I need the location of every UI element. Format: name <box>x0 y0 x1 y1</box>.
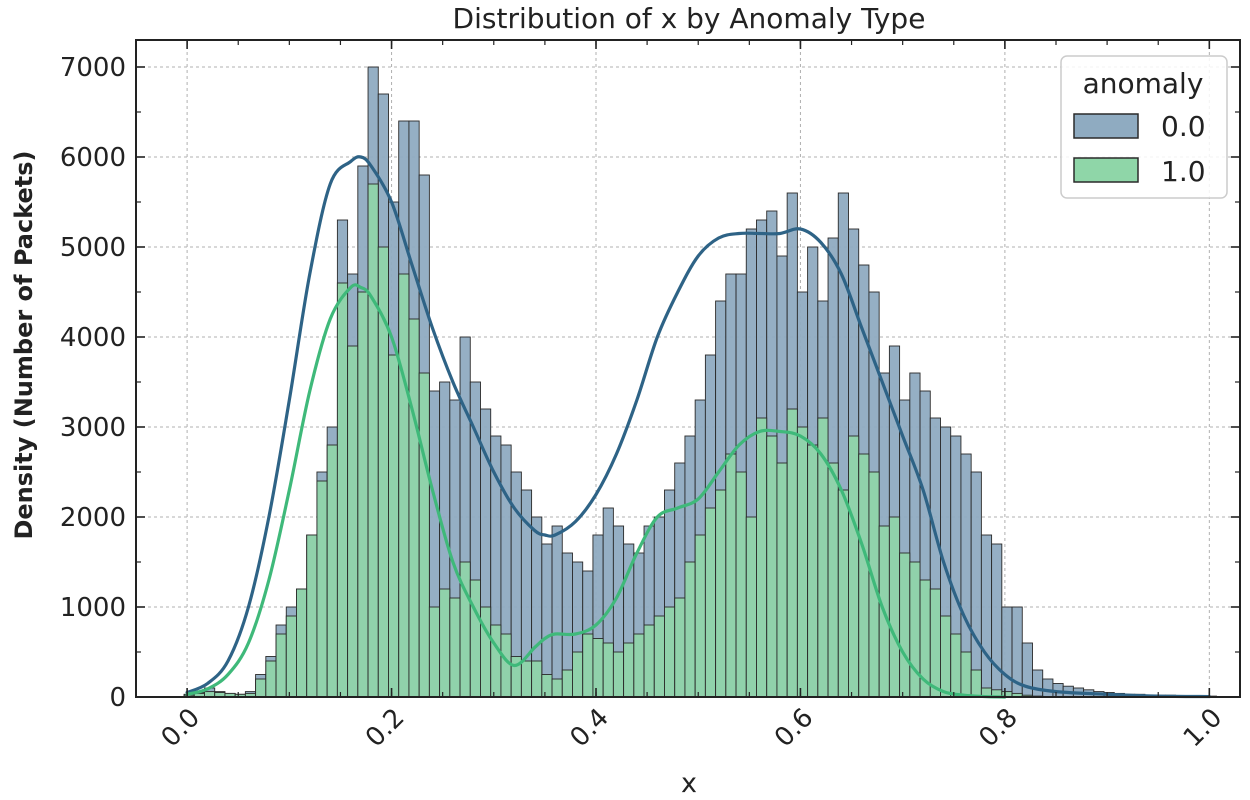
bar-series-1 <box>899 552 911 698</box>
bar-series-1 <box>633 633 645 698</box>
series-1-bars <box>183 183 1044 698</box>
bar-series-1 <box>735 471 747 698</box>
bar-series-0 <box>551 525 563 698</box>
y-tick-label: 5000 <box>60 233 126 263</box>
bar-series-1 <box>888 516 901 698</box>
bar-series-1 <box>551 678 563 698</box>
bar-series-1 <box>940 615 952 698</box>
bar-series-1 <box>316 480 328 698</box>
bar-series-1 <box>643 624 655 698</box>
bar-series-1 <box>766 435 778 698</box>
bar-series-1 <box>745 516 757 698</box>
bar-series-1 <box>439 588 451 698</box>
bar-series-1 <box>347 345 359 698</box>
bar-series-1 <box>653 615 665 698</box>
bar-series-1 <box>367 183 379 698</box>
bar-series-1 <box>326 444 338 698</box>
bar-series-1 <box>674 597 686 698</box>
bar-series-1 <box>469 579 481 698</box>
bar-series-1 <box>408 318 420 698</box>
bar-series-0 <box>1001 606 1013 698</box>
bar-series-1 <box>704 507 717 698</box>
chart-title: Distribution of x by Anomaly Type <box>453 2 926 35</box>
bar-series-1 <box>449 597 461 698</box>
kde-line-series-1 <box>185 283 1007 699</box>
bar-series-1 <box>664 606 676 698</box>
bar-series-0 <box>970 471 982 698</box>
bar-series-1 <box>388 354 400 698</box>
kde-line-series-0 <box>185 155 1211 699</box>
legend-label-0: 0.0 <box>1161 110 1206 143</box>
bar-series-1 <box>970 669 982 698</box>
legend-swatch-1 <box>1073 157 1139 183</box>
bar-series-1 <box>929 588 941 698</box>
y-tick-label: 2000 <box>60 503 126 533</box>
bar-series-1 <box>336 282 349 698</box>
bar-series-0 <box>541 543 553 698</box>
bar-series-1 <box>960 651 972 698</box>
y-axis-label: Density (Number of Packets) <box>10 150 38 539</box>
legend: anomaly 0.0 1.0 <box>1060 55 1228 199</box>
bar-series-1 <box>285 615 297 698</box>
bar-series-1 <box>858 453 870 698</box>
bar-series-1 <box>582 633 594 698</box>
kde-curves <box>185 155 1211 699</box>
bar-series-1 <box>776 462 788 698</box>
bar-series-1 <box>500 633 512 698</box>
bar-series-1 <box>950 633 962 698</box>
bar-series-1 <box>796 426 809 698</box>
legend-title: anomaly <box>1083 67 1204 100</box>
bar-series-1 <box>612 651 625 698</box>
bar-series-1 <box>848 435 860 698</box>
bar-series-0 <box>991 543 1003 698</box>
bar-series-1 <box>531 660 543 698</box>
bar-series-1 <box>296 588 308 698</box>
bar-series-0 <box>1042 678 1054 698</box>
bar-series-1 <box>602 642 614 698</box>
bar-series-1 <box>398 273 410 698</box>
y-tick-label: 4000 <box>60 323 126 353</box>
legend-label-1: 1.0 <box>1161 155 1206 188</box>
bar-series-1 <box>715 489 727 698</box>
bar-series-1 <box>520 660 533 698</box>
y-tick-label: 1000 <box>60 593 126 623</box>
bar-series-1 <box>694 534 706 698</box>
bar-series-1 <box>275 633 287 698</box>
bar-series-1 <box>909 561 921 698</box>
y-tick-label: 0 <box>109 683 126 713</box>
bar-series-1 <box>418 372 430 698</box>
x-axis-label: x <box>681 768 697 799</box>
bar-series-1 <box>357 291 369 698</box>
bar-series-1 <box>541 674 553 698</box>
bar-series-1 <box>265 660 277 698</box>
bar-series-0 <box>980 534 993 698</box>
bar-series-1 <box>592 638 604 698</box>
y-tick-label: 3000 <box>60 413 126 443</box>
legend-swatch-0 <box>1073 113 1139 139</box>
bar-series-1 <box>572 651 584 698</box>
bar-series-1 <box>756 417 768 698</box>
plot-frame <box>135 39 1241 698</box>
axes <box>135 39 1241 698</box>
y-tick-label: 7000 <box>60 53 126 83</box>
bar-series-1 <box>306 534 318 698</box>
bar-series-1 <box>428 606 441 698</box>
bar-series-1 <box>725 453 737 698</box>
bar-series-1 <box>684 561 696 698</box>
bar-series-1 <box>490 624 502 698</box>
bar-series-0 <box>1032 669 1044 698</box>
bar-series-1 <box>561 669 573 698</box>
bar-series-1 <box>837 489 849 698</box>
bar-series-1 <box>255 678 267 698</box>
bar-series-1 <box>786 408 798 698</box>
bar-series-1 <box>623 642 635 698</box>
y-tick-label: 6000 <box>60 143 126 173</box>
bar-series-1 <box>827 462 839 698</box>
bar-series-1 <box>807 444 819 698</box>
